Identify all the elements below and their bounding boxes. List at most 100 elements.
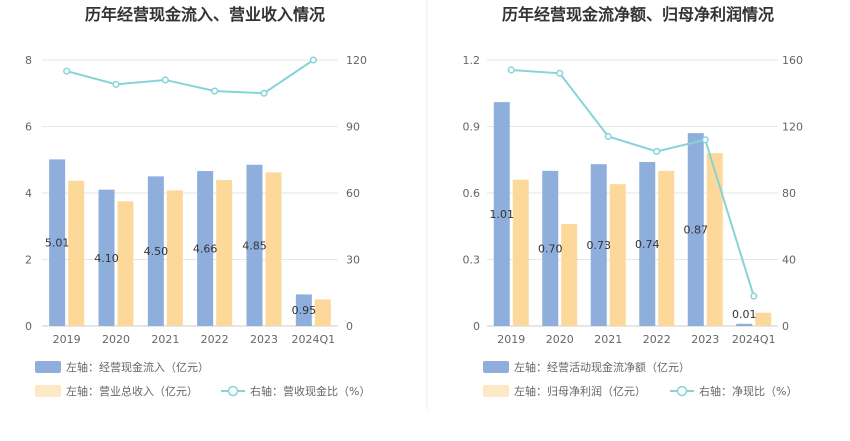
ratio-point [701, 136, 709, 144]
chart-title-1: 历年经营现金流入、营业收入情况 [85, 5, 325, 24]
legend-label-cash-inflow: 左轴：经营现金流入（亿元） [66, 360, 209, 374]
left-tick-label: 0.9 [463, 121, 481, 134]
x-tick-label: 2022 [201, 333, 229, 346]
bar-value-label: 4.10 [94, 252, 119, 265]
right-tick-label: 160 [782, 54, 803, 67]
bar-value-label: 0.01 [732, 308, 757, 321]
bar-value-label: 0.70 [538, 242, 563, 255]
legend-item-revenue[interactable]: 左轴：营业总收入（亿元） [35, 384, 198, 398]
bar-value-label: 0.73 [587, 239, 612, 252]
bar-net-cash-flow [687, 133, 704, 326]
legend-swatch-revenue [35, 385, 61, 397]
x-tick-label: 2024Q1 [292, 333, 336, 346]
left-tick-label: 6 [25, 121, 32, 134]
bar-net-profit [658, 170, 675, 326]
bar-cash-inflow [295, 294, 312, 326]
right-tick-label: 0 [346, 320, 353, 333]
ratio-point [750, 292, 758, 300]
bar-net-profit [512, 179, 529, 326]
right-tick-label: 0 [782, 320, 789, 333]
legend-marker-revenue-cash-ratio [227, 385, 239, 397]
ratio-point [211, 87, 219, 95]
legend-item-cash-inflow[interactable]: 左轴：经营现金流入（亿元） [35, 360, 209, 374]
ratio-point [653, 147, 661, 155]
bar-value-label: 1.01 [490, 208, 515, 221]
left-tick-label: 0.3 [463, 254, 481, 267]
right-tick-label: 60 [346, 187, 360, 200]
x-tick-label: 2020 [546, 333, 574, 346]
right-tick-label: 80 [782, 187, 796, 200]
legend-2: 左轴：经营活动现金流净额（亿元） 左轴：归母净利润（亿元） 右轴：净现比（%） [483, 360, 797, 398]
right-axis-2: 0 40 80 120 160 [782, 54, 803, 333]
bar-value-label: 4.66 [193, 243, 218, 256]
bar-cash-inflow [147, 176, 164, 326]
bar-value-label: 5.01 [45, 237, 70, 250]
bars-2 [493, 102, 772, 326]
legend-swatch-net-cash-flow [483, 361, 509, 373]
legend-1: 左轴：经营现金流入（亿元） 左轴：营业总收入（亿元） 右轴：营收现金比（%） [35, 360, 370, 398]
ratio-point [112, 80, 120, 88]
bar-revenue [166, 190, 183, 326]
bar-revenue [216, 180, 233, 326]
bar-net-profit [706, 153, 723, 326]
x-tick-label: 2019 [53, 333, 81, 346]
bars-1 [49, 159, 331, 326]
ratio-point [161, 76, 169, 84]
x-tick-label: 2021 [151, 333, 179, 346]
left-tick-label: 0.6 [463, 187, 481, 200]
left-tick-label: 8 [25, 54, 32, 67]
x-tick-label: 2024Q1 [732, 333, 776, 346]
ratio-point [556, 69, 564, 77]
legend-item-revenue-cash-ratio[interactable]: 右轴：营收现金比（%） [221, 384, 370, 398]
x-axis-1: 2019 2020 2021 2022 2023 2024Q1 [53, 333, 335, 346]
legend-item-net-cash-flow[interactable]: 左轴：经营活动现金流净额（亿元） [483, 360, 690, 374]
bar-net-cash-flow [736, 323, 753, 326]
bar-net-cash-flow [639, 161, 656, 326]
legend-label-net-cash-flow: 左轴：经营活动现金流净额（亿元） [514, 360, 690, 374]
legend-item-net-profit[interactable]: 左轴：归母净利润（亿元） [483, 384, 646, 398]
right-tick-label: 120 [346, 54, 367, 67]
gridlines-2 [487, 59, 778, 327]
bar-net-profit [609, 184, 626, 326]
chart-panel-2: 历年经营现金流净额、归母净利润情况 0 0.3 0.6 0.9 1.2 0 40 80 120… [463, 5, 804, 398]
left-tick-label: 1.2 [463, 54, 481, 67]
bar-net-cash-flow [590, 164, 607, 326]
legend-item-cash-profit-ratio[interactable]: 右轴：净现比（%） [670, 384, 797, 398]
right-tick-label: 40 [782, 254, 796, 267]
bar-value-label: 0.87 [684, 224, 709, 237]
bar-value-label: 0.74 [635, 238, 660, 251]
bar-net-cash-flow [493, 102, 510, 326]
right-axis-1: 0 30 60 90 120 [346, 54, 367, 333]
right-tick-label: 90 [346, 121, 360, 134]
legend-marker-cash-profit-ratio [676, 385, 688, 397]
left-tick-label: 0 [473, 320, 480, 333]
bar-revenue [265, 172, 282, 326]
chart-title-2: 历年经营现金流净额、归母净利润情况 [502, 5, 774, 24]
legend-label-net-profit: 左轴：归母净利润（亿元） [514, 384, 646, 398]
x-tick-label: 2022 [643, 333, 671, 346]
ratio-point [507, 66, 515, 74]
ratio-line-1 [63, 56, 317, 97]
right-tick-label: 120 [782, 121, 803, 134]
x-tick-label: 2023 [691, 333, 719, 346]
legend-label-revenue-cash-ratio: 右轴：营收现金比（%） [250, 384, 370, 398]
legend-label-revenue: 左轴：营业总收入（亿元） [66, 384, 198, 398]
ratio-point [309, 56, 317, 64]
bar-revenue [314, 299, 331, 326]
bar-net-profit [755, 312, 772, 326]
bar-cash-inflow [98, 189, 115, 326]
ratio-point [63, 67, 71, 75]
data-labels-1: 5.01 4.10 4.50 4.66 4.85 0.95 [45, 237, 316, 317]
bar-net-profit [561, 224, 578, 326]
ratio-line-2 [507, 66, 758, 300]
x-tick-label: 2020 [102, 333, 130, 346]
x-tick-label: 2021 [594, 333, 622, 346]
bar-cash-inflow [246, 164, 263, 326]
legend-swatch-cash-inflow [35, 361, 61, 373]
data-labels-2: 1.01 0.70 0.73 0.74 0.87 0.01 [490, 208, 757, 321]
left-tick-label: 2 [25, 254, 32, 267]
bar-revenue [68, 180, 85, 326]
x-tick-label: 2023 [250, 333, 278, 346]
left-axis-1: 0 2 4 6 8 [25, 54, 32, 333]
